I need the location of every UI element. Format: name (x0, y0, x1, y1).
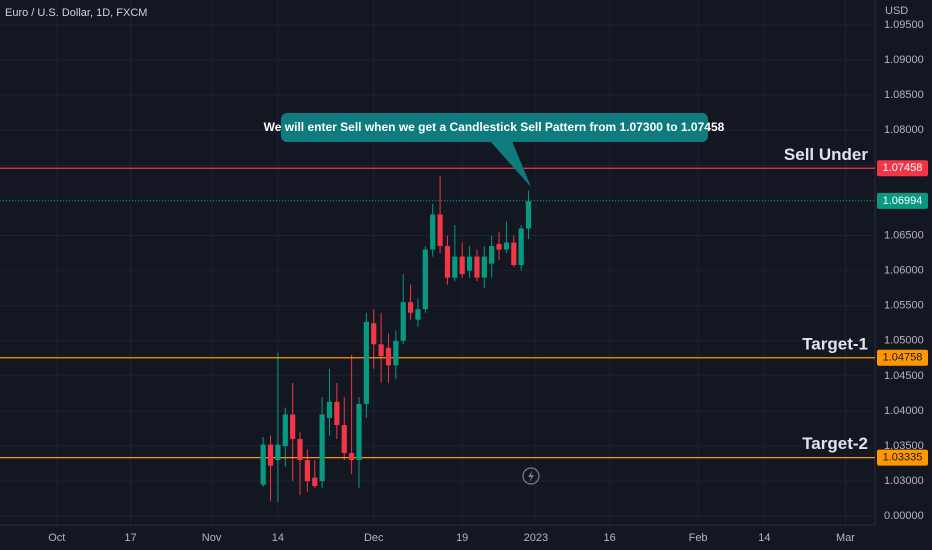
candle-body (400, 302, 406, 341)
candle-body (489, 246, 495, 264)
y-tick-label: 1.05000 (884, 335, 924, 347)
icon-bolt (528, 470, 534, 482)
candle-body (341, 424, 347, 454)
y-tick-label: 0.00000 (884, 510, 924, 522)
y-tick-label: 1.08500 (884, 89, 924, 101)
x-tick-label: 19 (456, 532, 468, 544)
candle-body (511, 242, 517, 265)
candle-body (349, 453, 355, 461)
axis-unit: USD (885, 5, 908, 17)
candle-body (356, 403, 362, 461)
x-tick-label: Nov (202, 532, 222, 544)
price-label-box (877, 449, 928, 466)
y-tick-label: 1.06000 (884, 265, 924, 277)
candle-body (304, 460, 310, 482)
y-tick-label: 1.03000 (884, 475, 924, 487)
candle-body (415, 309, 421, 320)
x-tick-label: Mar (836, 532, 855, 544)
x-tick-label: 17 (124, 532, 136, 544)
candle-body (319, 414, 325, 482)
candle-body (481, 256, 487, 278)
price-label-box (877, 349, 928, 366)
candle-body (525, 201, 532, 229)
y-tick-label: 1.08000 (884, 124, 924, 136)
y-tick-label: 1.04500 (884, 370, 924, 382)
annotation: We will enter Sell when we get a Candles… (264, 120, 725, 134)
candle-body (378, 344, 384, 357)
level-name: Sell Under (784, 145, 868, 164)
candle-body (518, 228, 524, 265)
x-tick-label: Dec (364, 532, 384, 544)
level-name: Target-2 (802, 434, 868, 453)
x-tick-label: 16 (604, 532, 616, 544)
candle-body (385, 347, 392, 366)
candle-body (474, 256, 480, 278)
y-tick-label: 1.04000 (884, 405, 924, 417)
candle-body (326, 401, 333, 418)
candle-body (452, 256, 458, 278)
candle-body (503, 242, 510, 250)
candle-body (466, 256, 473, 271)
x-tick-label: Oct (48, 532, 65, 544)
callout-box (281, 113, 708, 142)
candle-body (334, 401, 340, 425)
x-tick-label: Feb (689, 532, 708, 544)
x-tick-label: 14 (272, 532, 284, 544)
candle-body (260, 444, 266, 485)
candle-body (312, 477, 318, 487)
candle-body (290, 414, 296, 440)
candle-body (282, 414, 288, 447)
candle-body (437, 214, 443, 247)
lightning-icon (522, 467, 540, 485)
candle-body (275, 444, 281, 461)
candle-body (407, 302, 414, 313)
callout-pointer (490, 141, 531, 187)
y-tick-label: 1.09000 (884, 54, 924, 66)
level-name: Target-1 (802, 334, 868, 353)
price-label: 1.03335 (883, 452, 923, 464)
candle-body (267, 444, 274, 466)
icon-ring (522, 467, 540, 485)
grid (0, 0, 875, 525)
price-label: 1.06994 (883, 195, 923, 207)
y-tick-label: 1.09500 (884, 19, 924, 31)
candle-body (496, 243, 502, 250)
candle-body (444, 246, 451, 278)
candle-body (297, 439, 303, 461)
price-label: 1.07458 (883, 162, 923, 174)
candle-body (363, 321, 369, 404)
price-label-box (877, 160, 928, 177)
price-label: 1.04758 (883, 352, 923, 364)
y-tick-label: 1.06500 (884, 229, 924, 241)
y-tick-label: 1.03500 (884, 440, 924, 452)
candle-body (393, 340, 399, 366)
x-tick-label: 14 (758, 532, 770, 544)
chart-title: Euro / U.S. Dollar, 1D, FXCM (5, 7, 147, 19)
candle-body (459, 256, 465, 275)
y-tick-label: 1.05500 (884, 300, 924, 312)
callout: We will enter Sell when we get a Candles… (264, 113, 725, 187)
candle-body (430, 214, 436, 250)
x-tick-label: 2023 (524, 532, 548, 544)
price-label-box (877, 192, 928, 209)
candle-body (422, 249, 428, 310)
candle-body (371, 323, 377, 345)
